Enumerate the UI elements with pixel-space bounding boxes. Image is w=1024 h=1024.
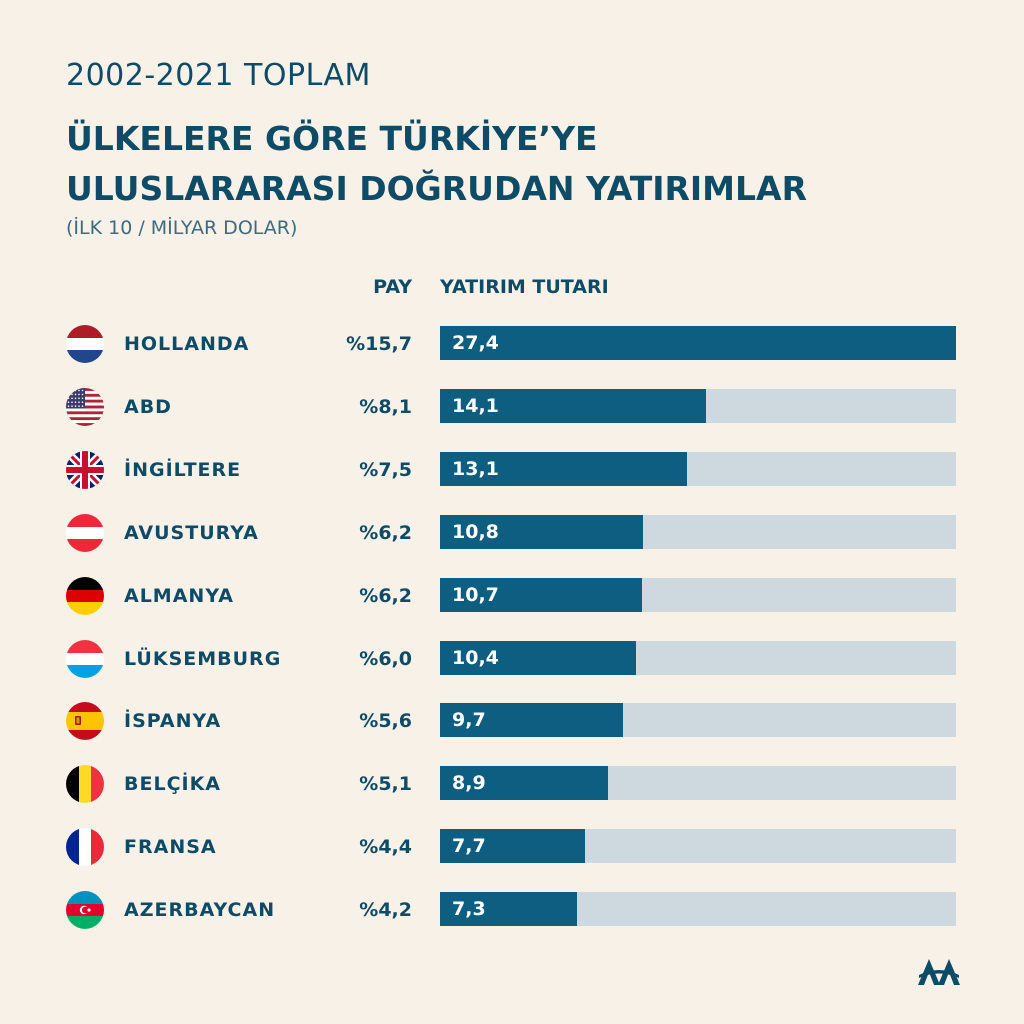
country-label: HOLLANDA xyxy=(124,333,250,355)
country-label: AVUSTURYA xyxy=(124,521,259,544)
bar-row: HOLLANDA %15,7 27,4 xyxy=(0,325,1024,363)
country-label: LÜKSEMBURG xyxy=(124,647,282,670)
share-label: %4,2 xyxy=(359,899,412,922)
bar-track: 10,8 xyxy=(440,514,956,549)
country-label: FRANSA xyxy=(124,836,217,859)
share-label: %6,2 xyxy=(359,584,412,607)
bar-row: ALMANYA %6,2 10,7 xyxy=(0,576,1024,615)
bar: 7,3 xyxy=(440,892,578,927)
country-label: AZERBAYCAN xyxy=(124,899,276,922)
bar-track: 27,4 xyxy=(440,326,956,360)
bar: 9,7 xyxy=(440,703,623,738)
amount-column-header: YATIRIM TUTARI xyxy=(440,276,609,298)
share-label: %4,4 xyxy=(359,836,412,859)
bar-value-label: 9,7 xyxy=(452,709,486,732)
share-label: %7,5 xyxy=(359,458,412,481)
chart-subtitle: (İLK 10 / MİLYAR DOLAR) xyxy=(66,217,298,239)
azerbaijan-flag-icon xyxy=(66,891,104,930)
bar-value-label: 27,4 xyxy=(452,332,499,354)
share-label: %6,0 xyxy=(359,647,412,670)
bar-value-label: 10,7 xyxy=(452,583,499,606)
share-label: %8,1 xyxy=(359,395,412,418)
bar: 10,4 xyxy=(440,640,636,675)
bar-value-label: 10,4 xyxy=(452,646,499,669)
bar-value-label: 10,8 xyxy=(452,520,499,543)
usa-flag-icon xyxy=(66,387,104,426)
bar-value-label: 14,1 xyxy=(452,394,499,417)
title-line-2: ULUSLARARASI DOĞRUDAN YATIRIMLAR xyxy=(66,169,808,208)
bar-value-label: 7,3 xyxy=(452,898,486,921)
bar-row: ABD %8,1 14,1 xyxy=(0,387,1024,426)
bar-row: LÜKSEMBURG %6,0 10,4 xyxy=(0,639,1024,678)
france-flag-icon xyxy=(66,828,104,867)
bar-row: FRANSA %4,4 7,7 xyxy=(0,828,1024,867)
bar-row: İNGİLTERE %7,5 13,1 xyxy=(0,450,1024,489)
aa-logo-icon xyxy=(918,959,960,985)
bar: 27,4 xyxy=(440,326,956,360)
country-label: İSPANYA xyxy=(124,710,222,733)
country-label: ABD xyxy=(124,395,172,418)
bar: 10,7 xyxy=(440,577,642,612)
bar: 14,1 xyxy=(440,388,706,423)
bar-value-label: 7,7 xyxy=(452,835,486,858)
uk-flag-icon xyxy=(66,450,104,489)
country-label: ALMANYA xyxy=(124,584,234,607)
netherlands-flag-icon xyxy=(66,325,104,363)
bar-row: AVUSTURYA %6,2 10,8 xyxy=(0,513,1024,552)
bar-track: 7,3 xyxy=(440,892,956,927)
bar: 7,7 xyxy=(440,829,585,864)
share-label: %6,2 xyxy=(359,521,412,544)
bar-track: 10,7 xyxy=(440,577,956,612)
share-label: %15,7 xyxy=(346,333,412,355)
bar-value-label: 8,9 xyxy=(452,772,486,795)
austria-flag-icon xyxy=(66,513,104,552)
year-range-heading: 2002-2021 TOPLAM xyxy=(66,58,371,93)
bar-track: 9,7 xyxy=(440,703,956,738)
country-label: İNGİLTERE xyxy=(124,458,242,481)
bar: 10,8 xyxy=(440,514,644,549)
bar: 13,1 xyxy=(440,451,687,486)
belgium-flag-icon xyxy=(66,765,104,804)
bar-row: BELÇİKA %5,1 8,9 xyxy=(0,765,1024,804)
bar-track: 7,7 xyxy=(440,829,956,864)
country-label: BELÇİKA xyxy=(124,773,222,796)
spain-flag-icon xyxy=(66,702,104,741)
title-line-1: ÜLKELERE GÖRE TÜRKİYE’YE xyxy=(66,119,598,158)
bar-track: 8,9 xyxy=(440,766,956,801)
luxembourg-flag-icon xyxy=(66,639,104,678)
chart-title: ÜLKELERE GÖRE TÜRKİYE’YE ULUSLARARASI DO… xyxy=(66,114,807,214)
share-label: %5,6 xyxy=(359,710,412,733)
share-column-header: PAY xyxy=(373,276,412,298)
share-label: %5,1 xyxy=(359,773,412,796)
bar-row: AZERBAYCAN %4,2 7,3 xyxy=(0,891,1024,930)
bar-row: İSPANYA %5,6 9,7 xyxy=(0,702,1024,741)
bar: 8,9 xyxy=(440,766,608,801)
bar-track: 10,4 xyxy=(440,640,956,675)
germany-flag-icon xyxy=(66,576,104,615)
bar-track: 14,1 xyxy=(440,388,956,423)
bar-track: 13,1 xyxy=(440,451,956,486)
bar-value-label: 13,1 xyxy=(452,457,499,480)
